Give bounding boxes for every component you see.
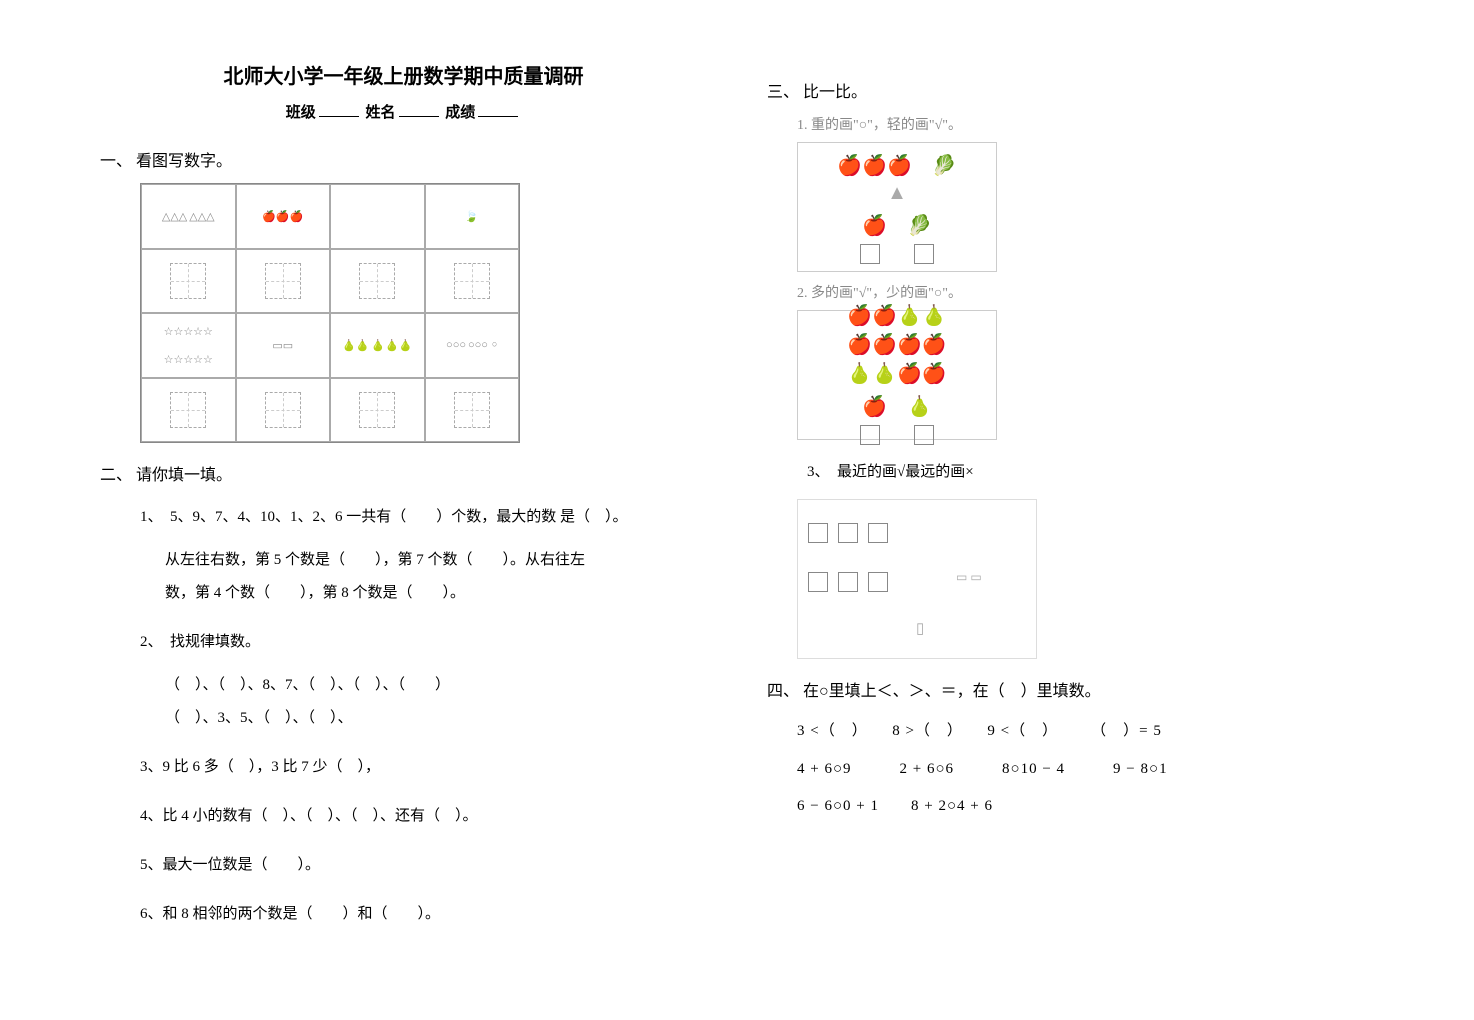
q2-2b: （ ）、3、5、（ ）、（ ）、 bbox=[165, 702, 707, 735]
cell-pears: 🍐🍐 🍐🍐🍐 bbox=[330, 313, 425, 378]
section-2-head: 二、 请你填一填。 bbox=[100, 461, 707, 485]
q2-1c: 数，第 4 个数（ ），第 8 个数是（ ）。 bbox=[165, 577, 707, 610]
q2-4: 4、比 4 小的数有（ ）、（ ）、（ ）、还有（ ）。 bbox=[140, 800, 707, 833]
section-2-num: 二、 bbox=[100, 467, 132, 484]
answer-box bbox=[425, 378, 520, 443]
distance-figure: ▭ ▭ ▯ bbox=[797, 499, 1037, 659]
answer-box bbox=[236, 378, 331, 443]
cell-empty bbox=[330, 184, 425, 249]
cell-stars: ☆☆☆☆☆ ☆☆☆☆☆ bbox=[141, 313, 236, 378]
rect-icon: ▭▭ bbox=[272, 339, 293, 352]
section-3-title: 比一比。 bbox=[803, 84, 867, 101]
compare-figure: 🍎🍎🍐🍐 🍎🍎🍎🍎 🍐🍐🍎🍎 🍎 🍐 bbox=[797, 310, 997, 440]
section-4-num: 四、 bbox=[767, 683, 799, 700]
count-grid: △△△ △△△ 🍎🍎🍎 🍃 ☆☆☆☆☆ ☆☆☆☆☆ ▭▭ 🍐🍐 🍐🍐🍐 ○○○ … bbox=[140, 183, 520, 443]
circle-icon: ○○○ bbox=[446, 339, 466, 351]
section-4-head: 四、 在○里填上＜、＞、＝，在（ ）里填数。 bbox=[767, 677, 1374, 701]
name-label: 姓名 bbox=[365, 105, 395, 121]
q4-r1: 3 <（ ） 8 >（ ） 9 <（ ） （ ）= 5 bbox=[797, 713, 1374, 751]
pear-icon: 🍐🍐 bbox=[342, 339, 369, 352]
cell-leaf: 🍃 bbox=[425, 184, 520, 249]
section-1-title: 看图写数字。 bbox=[136, 153, 232, 170]
triangle-icon: △△△ bbox=[189, 210, 214, 223]
cell-rects: ▭▭ bbox=[236, 313, 331, 378]
q4-r2: 4 + 6○9 2 + 6○6 8○10 − 4 9 − 8○1 bbox=[797, 751, 1374, 789]
answer-box bbox=[141, 378, 236, 443]
q3-s2: 2. 多的画"√"，少的画"○"。 bbox=[797, 282, 1374, 302]
section-2-title: 请你填一填。 bbox=[136, 467, 232, 484]
q2-5: 5、最大一位数是（ ）。 bbox=[140, 849, 707, 882]
q2-6: 6、和 8 相邻的两个数是（ ）和（ ）。 bbox=[140, 898, 707, 931]
leaf-icon: 🍃 bbox=[465, 210, 479, 223]
apple-icon: 🍎🍎🍎 bbox=[262, 210, 303, 223]
q3-s3: 3、 最近的画√最远的画× bbox=[807, 456, 1374, 489]
cell-apples: 🍎🍎🍎 bbox=[236, 184, 331, 249]
section-3-num: 三、 bbox=[767, 84, 799, 101]
balance-figure: 🍎🍎🍎 🥬 ▲ 🍎 🥬 bbox=[797, 142, 997, 272]
right-column: 三、 比一比。 1. 重的画"○"，轻的画"√"。 🍎🍎🍎 🥬 ▲ 🍎 🥬 2.… bbox=[767, 60, 1374, 960]
name-blank bbox=[399, 116, 439, 117]
q2-2a: （ ）、（ ）、8、7、（ ）、（ ）、（ ） bbox=[165, 669, 707, 702]
star-icon: ☆☆☆☆☆ bbox=[164, 353, 213, 366]
class-blank bbox=[319, 116, 359, 117]
page-title: 北师大小学一年级上册数学期中质量调研 bbox=[100, 60, 707, 89]
left-column: 北师大小学一年级上册数学期中质量调研 班级 姓名 成绩 一、 看图写数字。 △△… bbox=[100, 60, 707, 960]
q2-2: 2、 找规律填数。 bbox=[140, 626, 707, 659]
triangle-icon: △△△ bbox=[162, 210, 187, 223]
answer-box bbox=[236, 249, 331, 314]
form-line: 班级 姓名 成绩 bbox=[100, 101, 707, 122]
q2-3: 3、9 比 6 多（ ），3 比 7 少（ ）， bbox=[140, 751, 707, 784]
answer-box bbox=[425, 249, 520, 314]
section-4-title: 在○里填上＜、＞、＝，在（ ）里填数。 bbox=[803, 683, 1101, 700]
cell-triangles: △△△ △△△ bbox=[141, 184, 236, 249]
q2-1a: 1、 5、9、7、4、10、1、2、6 一共有（ ）个数，最大的数 是（ ）。 bbox=[140, 501, 707, 534]
section-1-head: 一、 看图写数字。 bbox=[100, 147, 707, 171]
class-label: 班级 bbox=[286, 105, 316, 121]
answer-box bbox=[330, 249, 425, 314]
answer-box bbox=[330, 378, 425, 443]
answer-box bbox=[141, 249, 236, 314]
q3-s1: 1. 重的画"○"，轻的画"√"。 bbox=[797, 114, 1374, 134]
section-3-head: 三、 比一比。 bbox=[767, 78, 1374, 102]
q2-1b: 从左往右数，第 5 个数是（ ），第 7 个数（ ）。从右往左 bbox=[165, 544, 707, 577]
score-label: 成绩 bbox=[445, 105, 475, 121]
star-icon: ☆☆☆☆☆ bbox=[164, 325, 213, 338]
score-blank bbox=[478, 116, 518, 117]
section-1-num: 一、 bbox=[100, 153, 132, 170]
q4-r3: 6 − 6○0 + 1 8 + 2○4 + 6 bbox=[797, 788, 1374, 826]
cell-circles: ○○○ ○○○○ bbox=[425, 313, 520, 378]
